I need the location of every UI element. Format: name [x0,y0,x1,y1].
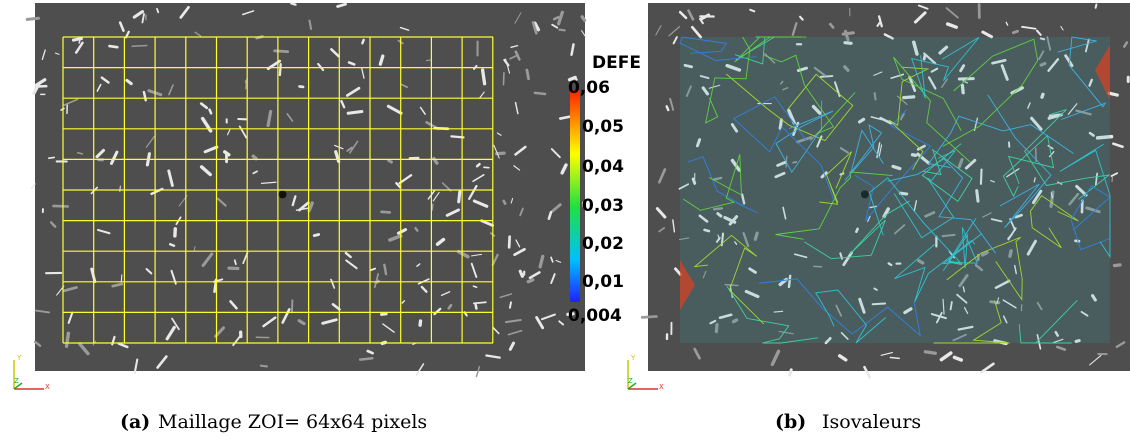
particle [49,157,54,158]
particle [520,271,522,276]
colorbar-label: 0,04 [582,157,624,177]
caption: Maillage ZOI= 64x64 pixels [158,411,427,433]
colorbar-label: 0,004 [568,306,622,326]
axis-label: Z [628,377,633,385]
axis-label: Y [630,354,636,362]
particle [360,358,372,359]
particle [925,352,935,353]
particle [384,265,386,274]
particle [27,18,38,19]
particle [483,70,485,84]
particle [890,358,899,359]
particle [389,160,392,162]
colorbar-label: 0,03 [582,196,624,216]
particle [261,366,267,367]
axis-label: X [45,383,50,391]
particle [1013,31,1017,33]
particle [109,46,117,47]
particle [144,92,146,100]
particle [121,275,122,282]
particle [275,51,288,52]
axis-label: X [659,383,664,391]
particle [582,17,584,20]
particle [459,192,460,202]
caption: Isovaleurs [822,411,921,433]
particle [300,86,304,87]
particle [476,305,477,309]
particle [348,112,362,114]
particle [31,184,35,189]
colorbar-label: 0,02 [582,234,624,254]
particle [54,206,68,207]
particle [426,60,430,61]
particle [362,40,363,43]
particle [449,305,451,308]
particle [504,201,505,204]
particle [474,302,486,303]
particle [528,280,532,282]
particle [314,234,318,235]
colorbar-label: 0,06 [568,78,610,98]
particle [667,106,668,110]
particle [253,156,256,158]
particle [381,314,386,315]
particle [279,190,287,198]
field [680,37,1110,343]
particle [280,64,281,75]
particle [132,45,147,46]
particle [310,21,312,29]
colorbar-title: DEFE [592,53,641,73]
particle [535,93,545,94]
particle [416,228,418,230]
particle [67,333,69,346]
particle [380,56,382,64]
particle [1114,265,1120,266]
particle [157,9,158,13]
particle [527,70,529,79]
particle [509,237,510,248]
caption-label: (b) [775,411,806,433]
colorbar-label: 0,05 [582,117,624,137]
particle [1109,93,1117,95]
colorbar [570,90,580,302]
particle [225,152,229,155]
axis-label: Z [14,377,19,385]
particle [477,164,479,166]
particle [170,244,174,245]
particle [291,3,295,4]
caption-label: (a) [120,411,150,433]
particle [382,212,390,213]
particle [73,39,81,41]
particle [235,260,236,264]
particle [210,110,212,114]
colorbar-label: 0,01 [582,272,624,292]
particle [560,30,565,31]
particle [790,370,792,375]
particle [510,302,511,307]
particle [554,17,558,19]
particle [432,204,433,210]
isolines [680,37,1110,343]
particle [1096,4,1097,7]
particle [642,316,656,317]
axis-label: Y [16,354,22,362]
particle [473,286,476,287]
